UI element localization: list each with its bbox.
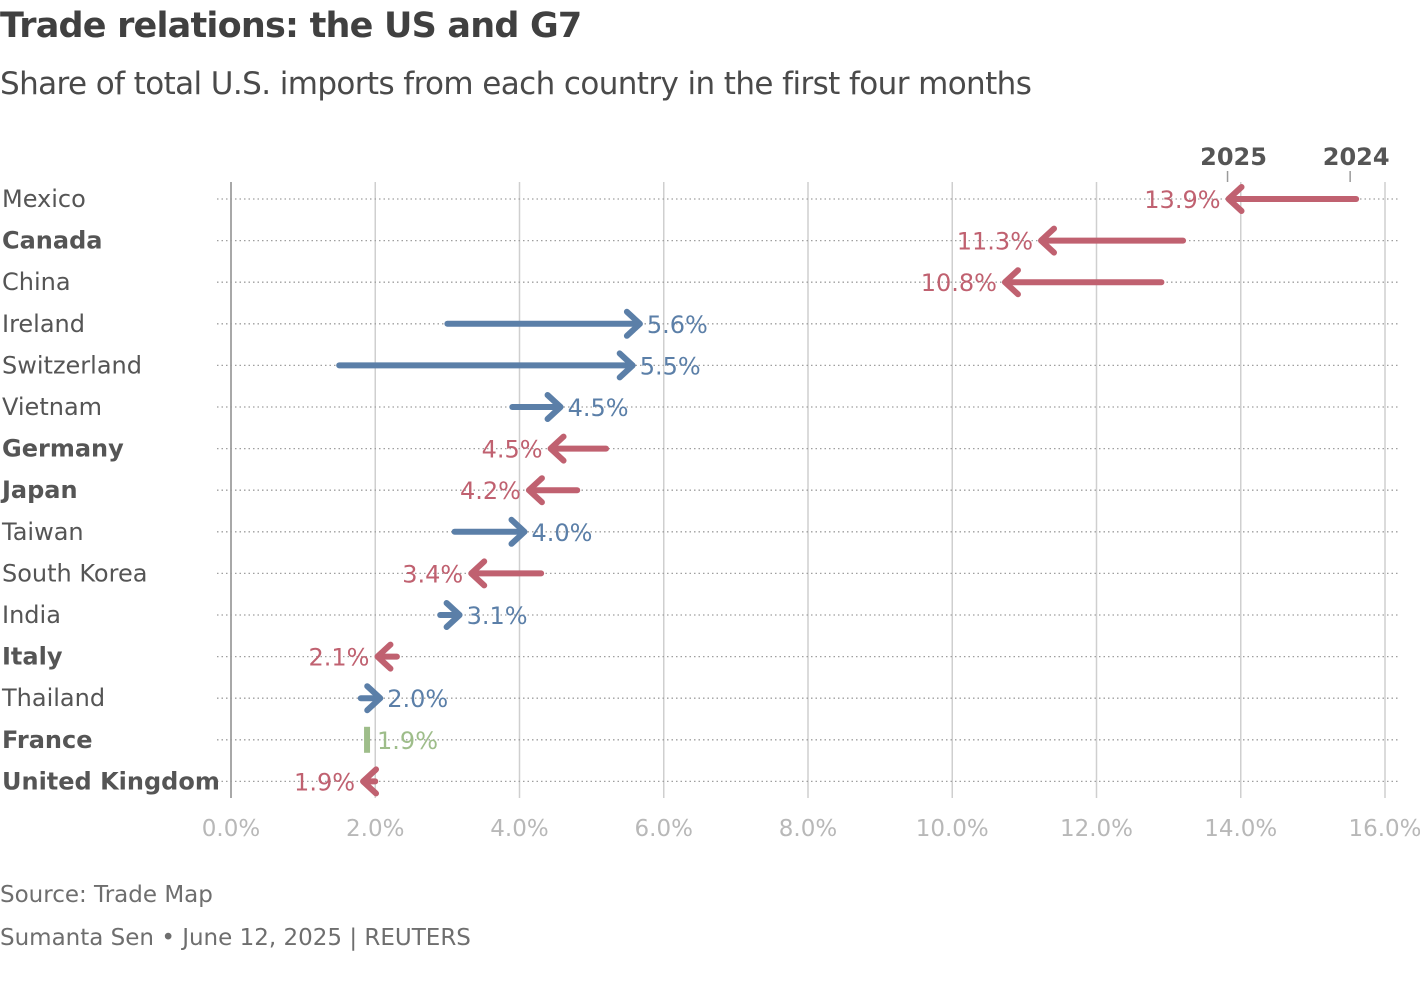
- arrow-head: [1001, 267, 1021, 298]
- row-italy: Italy 2.1%: [2, 641, 1398, 672]
- row-thailand: Thailand 2.0%: [1, 683, 1398, 714]
- value-label: 1.9%: [294, 768, 355, 796]
- country-label: China: [2, 268, 71, 296]
- value-label: 3.4%: [402, 560, 463, 588]
- country-label: Japan: [0, 476, 78, 504]
- x-tick-label: 2.0%: [346, 816, 404, 842]
- row-vietnam: Vietnam 4.5%: [2, 392, 1398, 422]
- country-label: France: [2, 726, 92, 754]
- row-canada: Canada 11.3%: [2, 225, 1398, 256]
- value-label: 5.5%: [640, 352, 701, 380]
- value-label: 13.9%: [1144, 186, 1220, 214]
- arrow-head: [1038, 225, 1058, 256]
- arrow-head: [443, 600, 463, 630]
- x-tick-label: 10.0%: [916, 816, 989, 842]
- value-label: 2.1%: [308, 644, 369, 672]
- value-label: 4.5%: [568, 394, 629, 422]
- country-label: Ireland: [2, 310, 85, 338]
- country-label: Taiwan: [1, 518, 84, 546]
- row-japan: Japan 4.2%: [0, 475, 1398, 506]
- country-label: India: [2, 601, 61, 629]
- x-tick-label: 12.0%: [1060, 816, 1133, 842]
- country-label: South Korea: [2, 559, 147, 587]
- arrow-head: [525, 475, 545, 506]
- x-tick-label: 14.0%: [1204, 816, 1277, 842]
- value-label: 1.9%: [377, 727, 438, 755]
- arrow-head: [364, 683, 384, 714]
- value-label: 4.0%: [532, 519, 593, 547]
- value-label: 5.6%: [647, 311, 708, 339]
- row-ireland: Ireland 5.6%: [2, 308, 1398, 339]
- row-switzerland: Switzerland 5.5%: [2, 350, 1398, 381]
- value-label: 10.8%: [921, 269, 997, 297]
- value-label: 3.1%: [467, 602, 528, 630]
- value-label: 4.2%: [460, 477, 521, 505]
- value-label: 4.5%: [482, 436, 543, 464]
- x-axis: 0.0% 2.0% 4.0% 6.0% 8.0% 10.0% 12.0% 14.0% 16.0%: [202, 816, 1420, 842]
- x-tick-label: 6.0%: [635, 816, 693, 842]
- arrow-head: [374, 641, 394, 672]
- arrow-head: [360, 766, 380, 797]
- arrow-head: [547, 433, 567, 464]
- x-tick-label: 8.0%: [779, 816, 837, 842]
- arrow-head: [508, 516, 528, 547]
- byline: Sumanta Sen • June 12, 2025 | REUTERS: [0, 925, 471, 951]
- country-label: Thailand: [1, 684, 105, 712]
- arrow-head: [616, 350, 636, 381]
- row-china: China 10.8%: [2, 267, 1398, 298]
- country-label: Mexico: [2, 185, 86, 213]
- row-south-korea: South Korea 3.4%: [2, 558, 1398, 589]
- arrow-head: [1225, 184, 1245, 214]
- country-label: United Kingdom: [2, 767, 220, 795]
- country-label: Italy: [2, 643, 63, 671]
- arrow-head: [544, 392, 564, 422]
- chart-title: Trade relations: the US and G7: [0, 6, 582, 46]
- legend-label-2025: 2025: [1200, 143, 1267, 171]
- value-label: 11.3%: [957, 228, 1033, 256]
- rows-layer: Mexico 13.9% Canada 11.3% China 10.8% Ireland 5…: [0, 184, 1398, 797]
- arrow-head: [468, 558, 488, 589]
- value-label: 2.0%: [387, 685, 448, 713]
- row-taiwan: Taiwan 4.0%: [1, 516, 1398, 547]
- row-germany: Germany 4.5%: [2, 433, 1398, 464]
- country-label: Germany: [2, 435, 124, 463]
- row-mexico: Mexico 13.9%: [2, 184, 1398, 214]
- grid-layer: [230, 182, 1386, 798]
- row-united-kingdom: United Kingdom 1.9%: [2, 766, 1398, 797]
- row-france: France 1.9%: [2, 726, 1398, 755]
- arrow-chart: 2025 2024 Mexico 13.9% Canada 11.3% China 10.8…: [0, 143, 1420, 842]
- x-tick-label: 0.0%: [202, 816, 260, 842]
- arrow-head: [623, 308, 643, 339]
- country-label: Canada: [2, 227, 102, 255]
- row-india: India 3.1%: [2, 600, 1398, 630]
- legend-layer: 2025 2024: [1200, 143, 1390, 182]
- chart-subtitle: Share of total U.S. imports from each co…: [0, 66, 1032, 102]
- country-label: Switzerland: [2, 351, 142, 379]
- legend-label-2024: 2024: [1323, 143, 1390, 171]
- country-label: Vietnam: [2, 393, 102, 421]
- x-tick-label: 4.0%: [490, 816, 548, 842]
- source-note: Source: Trade Map: [0, 882, 213, 908]
- x-tick-label: 16.0%: [1348, 816, 1420, 842]
